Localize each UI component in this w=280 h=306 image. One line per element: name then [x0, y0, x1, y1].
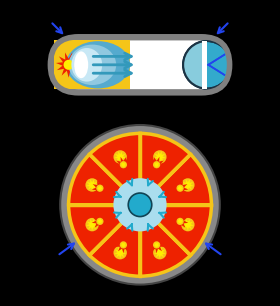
Circle shape	[96, 185, 104, 192]
FancyBboxPatch shape	[54, 40, 226, 89]
Polygon shape	[56, 52, 81, 78]
Circle shape	[85, 178, 99, 192]
Polygon shape	[92, 180, 108, 196]
Polygon shape	[177, 218, 183, 225]
Polygon shape	[86, 219, 98, 231]
Polygon shape	[106, 143, 134, 171]
Circle shape	[120, 161, 127, 168]
Polygon shape	[172, 214, 188, 230]
Circle shape	[69, 133, 211, 276]
Polygon shape	[182, 179, 194, 191]
Polygon shape	[115, 237, 132, 253]
Circle shape	[113, 246, 127, 259]
Wedge shape	[90, 205, 140, 276]
Polygon shape	[174, 171, 202, 200]
Circle shape	[176, 218, 184, 225]
Wedge shape	[140, 133, 190, 205]
Wedge shape	[90, 133, 140, 205]
Ellipse shape	[66, 41, 130, 88]
Ellipse shape	[69, 45, 116, 85]
Wedge shape	[140, 205, 211, 255]
Circle shape	[113, 150, 127, 164]
Circle shape	[181, 218, 195, 231]
Polygon shape	[97, 185, 103, 192]
FancyBboxPatch shape	[50, 37, 230, 93]
Circle shape	[128, 193, 152, 217]
Polygon shape	[182, 219, 194, 231]
Polygon shape	[97, 218, 103, 225]
Polygon shape	[154, 151, 166, 163]
Polygon shape	[114, 151, 126, 163]
Polygon shape	[174, 211, 202, 239]
Polygon shape	[146, 143, 174, 171]
Polygon shape	[114, 247, 126, 259]
Polygon shape	[177, 185, 183, 192]
Circle shape	[183, 41, 231, 89]
Polygon shape	[154, 247, 166, 259]
Polygon shape	[115, 157, 132, 173]
Polygon shape	[172, 180, 188, 196]
Circle shape	[153, 241, 160, 248]
Circle shape	[176, 185, 184, 192]
Wedge shape	[69, 154, 140, 205]
Circle shape	[64, 60, 74, 70]
Circle shape	[181, 178, 195, 192]
Circle shape	[60, 125, 220, 285]
Polygon shape	[146, 239, 174, 267]
Wedge shape	[183, 41, 207, 89]
Polygon shape	[153, 162, 160, 168]
Circle shape	[153, 161, 160, 168]
Polygon shape	[120, 242, 127, 248]
Wedge shape	[140, 154, 211, 205]
Polygon shape	[86, 179, 98, 191]
Ellipse shape	[71, 48, 102, 82]
Bar	[202, 41, 207, 89]
Circle shape	[113, 178, 167, 231]
Polygon shape	[106, 239, 134, 267]
Polygon shape	[120, 162, 127, 168]
Circle shape	[153, 246, 167, 259]
Polygon shape	[78, 211, 106, 239]
Polygon shape	[148, 157, 165, 173]
Wedge shape	[69, 205, 140, 255]
Wedge shape	[140, 205, 190, 276]
Polygon shape	[78, 171, 106, 200]
Bar	[202, 41, 207, 89]
Circle shape	[85, 218, 99, 231]
Circle shape	[96, 218, 104, 225]
Ellipse shape	[74, 51, 88, 78]
Polygon shape	[153, 242, 160, 248]
Circle shape	[153, 150, 167, 164]
Circle shape	[120, 241, 127, 248]
Bar	[54, 40, 130, 89]
Polygon shape	[92, 214, 108, 230]
Polygon shape	[148, 237, 165, 253]
